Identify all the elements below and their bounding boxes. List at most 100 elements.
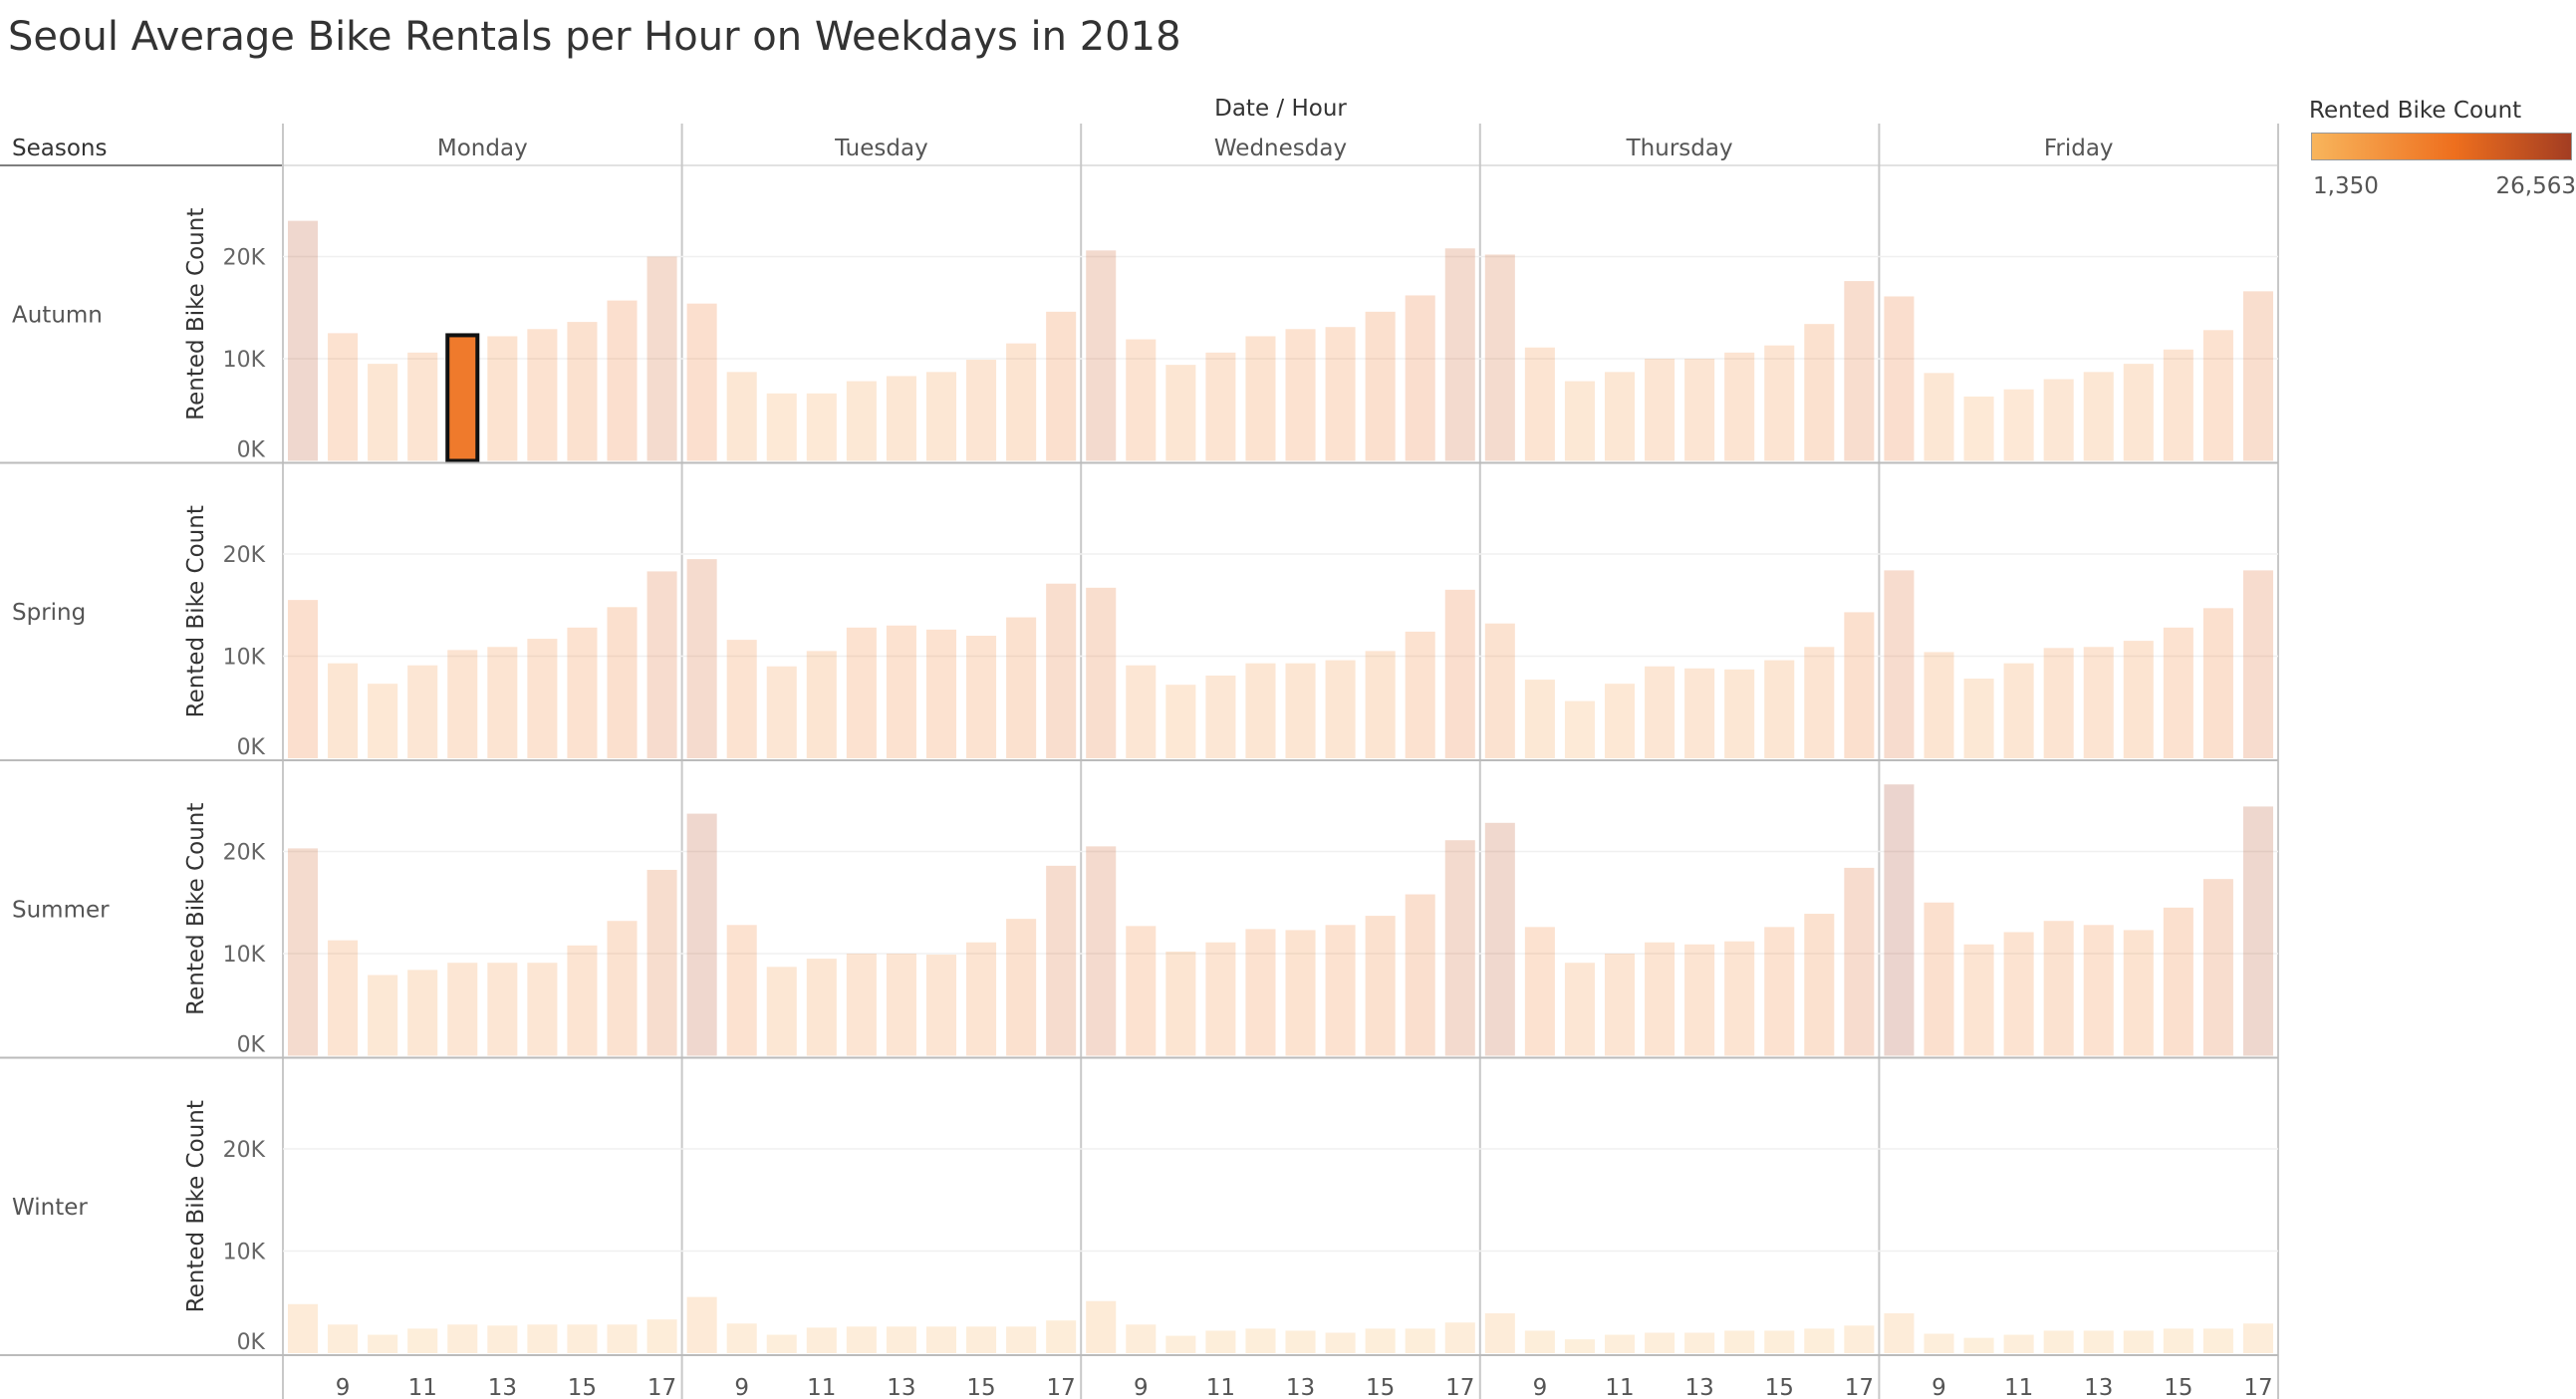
bar-summer-thursday-h11 xyxy=(1605,954,1635,1056)
x-tick-label: 11 xyxy=(1605,1375,1634,1399)
bar-summer-monday-h11 xyxy=(407,970,437,1055)
bar-spring-friday-h8 xyxy=(1884,570,1914,758)
bar-spring-friday-h15 xyxy=(2164,628,2193,758)
x-tick-label: 13 xyxy=(488,1375,517,1399)
bar-winter-friday-h10 xyxy=(1964,1338,1994,1353)
bar-summer-tuesday-h12 xyxy=(847,954,877,1056)
bar-summer-thursday-h8 xyxy=(1485,823,1515,1056)
bar-autumn-thursday-h8 xyxy=(1485,254,1515,460)
y-tick-label: 10K xyxy=(223,943,266,968)
bar-summer-thursday-h14 xyxy=(1724,942,1754,1056)
y-axis-title: Rented Bike Count xyxy=(183,505,209,717)
bar-spring-thursday-h13 xyxy=(1684,669,1714,758)
y-axis-title: Rented Bike Count xyxy=(183,1100,209,1312)
bar-winter-monday-h11 xyxy=(407,1328,437,1353)
bar-autumn-friday-h10 xyxy=(1964,397,1994,461)
y-tick-label: 20K xyxy=(223,246,266,271)
bar-autumn-wednesday-h17 xyxy=(1445,248,1475,460)
x-tick-label: 17 xyxy=(2243,1375,2272,1399)
bar-autumn-friday-h12 xyxy=(2044,380,2074,461)
bar-summer-friday-h10 xyxy=(1964,945,1994,1056)
bar-spring-friday-h10 xyxy=(1964,679,1994,758)
bar-summer-monday-h14 xyxy=(527,963,557,1055)
season-label-summer: Summer xyxy=(12,897,110,923)
bar-autumn-wednesday-h9 xyxy=(1126,340,1156,461)
bar-summer-friday-h14 xyxy=(2124,930,2154,1055)
bar-summer-wednesday-h8 xyxy=(1086,846,1116,1055)
bar-summer-thursday-h13 xyxy=(1684,945,1714,1056)
bar-spring-wednesday-h10 xyxy=(1165,685,1195,758)
bar-autumn-thursday-h15 xyxy=(1764,346,1794,461)
bar-summer-wednesday-h11 xyxy=(1205,943,1235,1056)
bar-spring-thursday-h14 xyxy=(1724,670,1754,758)
bar-winter-friday-h11 xyxy=(2004,1335,2034,1353)
bar-autumn-friday-h8 xyxy=(1884,296,1914,460)
bar-autumn-tuesday-h16 xyxy=(1006,344,1036,461)
bar-autumn-thursday-h16 xyxy=(1804,324,1834,460)
bar-autumn-monday-h12 xyxy=(447,335,477,460)
bar-winter-tuesday-h16 xyxy=(1006,1326,1036,1353)
bar-winter-monday-h12 xyxy=(447,1324,477,1353)
bar-spring-wednesday-h11 xyxy=(1205,676,1235,758)
season-label-autumn: Autumn xyxy=(12,302,103,328)
bar-winter-friday-h8 xyxy=(1884,1313,1914,1353)
bar-autumn-monday-h14 xyxy=(527,329,557,460)
bar-spring-friday-h13 xyxy=(2084,647,2114,758)
bar-summer-monday-h8 xyxy=(288,848,318,1055)
bar-spring-thursday-h17 xyxy=(1844,612,1874,758)
bar-summer-wednesday-h10 xyxy=(1165,952,1195,1056)
bar-winter-wednesday-h9 xyxy=(1126,1324,1156,1353)
bar-spring-thursday-h9 xyxy=(1525,680,1555,758)
bar-winter-monday-h15 xyxy=(567,1324,597,1353)
bar-autumn-monday-h16 xyxy=(607,301,637,461)
x-tick-label: 15 xyxy=(1765,1375,1794,1399)
bar-spring-wednesday-h9 xyxy=(1126,666,1156,758)
bar-autumn-tuesday-h13 xyxy=(887,376,916,460)
bar-summer-wednesday-h17 xyxy=(1445,840,1475,1055)
bar-autumn-wednesday-h8 xyxy=(1086,250,1116,460)
season-label-winter: Winter xyxy=(12,1195,88,1221)
bar-winter-thursday-h16 xyxy=(1804,1328,1834,1353)
bar-autumn-thursday-h17 xyxy=(1844,281,1874,460)
season-label-spring: Spring xyxy=(12,600,86,626)
bar-summer-wednesday-h15 xyxy=(1366,916,1396,1055)
bar-autumn-friday-h14 xyxy=(2124,364,2154,460)
bar-summer-tuesday-h10 xyxy=(767,967,797,1055)
bar-autumn-tuesday-h15 xyxy=(966,360,996,460)
x-tick-label: 11 xyxy=(1206,1375,1235,1399)
bar-summer-monday-h17 xyxy=(647,870,677,1056)
bar-summer-friday-h13 xyxy=(2084,925,2114,1055)
column-header: Date / Hour xyxy=(1214,96,1347,122)
bar-autumn-tuesday-h14 xyxy=(926,372,956,460)
bar-summer-friday-h8 xyxy=(1884,784,1914,1055)
y-tick-label: 10K xyxy=(223,646,266,671)
x-tick-label: 13 xyxy=(2084,1375,2113,1399)
bar-spring-tuesday-h16 xyxy=(1006,618,1036,758)
bar-winter-tuesday-h11 xyxy=(807,1327,837,1353)
bar-autumn-monday-h13 xyxy=(487,336,517,460)
bar-winter-monday-h9 xyxy=(328,1324,358,1353)
bar-summer-thursday-h15 xyxy=(1764,927,1794,1055)
x-tick-label: 17 xyxy=(1047,1375,1076,1399)
x-tick-label: 9 xyxy=(1932,1375,1946,1399)
bar-autumn-monday-h10 xyxy=(368,364,397,460)
legend-max-label: 26,563 xyxy=(2377,173,2576,199)
x-tick-label: 9 xyxy=(1533,1375,1548,1399)
x-tick-label: 15 xyxy=(966,1375,995,1399)
bar-spring-monday-h11 xyxy=(407,666,437,758)
bar-winter-wednesday-h8 xyxy=(1086,1301,1116,1353)
bar-winter-thursday-h9 xyxy=(1525,1330,1555,1353)
bar-winter-tuesday-h14 xyxy=(926,1326,956,1353)
bar-autumn-thursday-h11 xyxy=(1605,372,1635,460)
bar-autumn-wednesday-h10 xyxy=(1165,365,1195,460)
bar-autumn-thursday-h9 xyxy=(1525,348,1555,461)
bar-spring-tuesday-h8 xyxy=(687,559,717,758)
bar-winter-wednesday-h12 xyxy=(1245,1328,1275,1353)
bar-autumn-thursday-h14 xyxy=(1724,353,1754,461)
x-tick-label: 15 xyxy=(1366,1375,1395,1399)
bar-winter-thursday-h8 xyxy=(1485,1313,1515,1353)
bar-spring-tuesday-h11 xyxy=(807,651,837,758)
bar-autumn-thursday-h13 xyxy=(1684,359,1714,461)
bar-autumn-tuesday-h17 xyxy=(1046,312,1076,461)
bar-spring-monday-h9 xyxy=(328,664,358,758)
